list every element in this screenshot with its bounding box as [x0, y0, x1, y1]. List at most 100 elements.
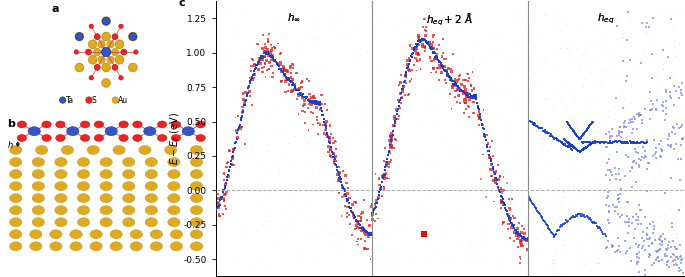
- Point: [575, 212, 586, 217]
- Point: [353, 220, 364, 225]
- Circle shape: [42, 121, 51, 128]
- Point: [586, 120, 597, 125]
- Point: [381, 171, 392, 176]
- Point: [667, 244, 678, 248]
- Point: [269, 66, 280, 71]
- Point: [299, 94, 310, 99]
- Point: [586, 219, 597, 224]
- Point: [653, 174, 664, 178]
- Circle shape: [123, 194, 135, 203]
- Point: [414, 40, 425, 44]
- Point: [213, 201, 224, 205]
- Point: [485, 173, 496, 178]
- Point: [504, 236, 515, 240]
- Point: [482, 142, 493, 146]
- Point: [633, 69, 644, 73]
- Point: [361, 230, 372, 234]
- Point: [510, 230, 521, 235]
- Point: [582, 126, 593, 130]
- Point: [631, 161, 642, 166]
- Point: [545, 218, 556, 222]
- Point: [573, 66, 584, 71]
- Point: [630, 227, 640, 231]
- Point: [616, 135, 627, 139]
- Circle shape: [112, 65, 118, 70]
- Point: [319, 131, 329, 136]
- Point: [293, 88, 304, 93]
- Point: [263, 53, 274, 57]
- Point: [646, 99, 657, 103]
- Point: [367, 210, 378, 214]
- Point: [551, 198, 562, 202]
- Circle shape: [150, 242, 162, 251]
- Point: [337, 185, 348, 189]
- Point: [282, 141, 293, 145]
- Point: [345, 222, 356, 226]
- Circle shape: [144, 127, 156, 136]
- Point: [623, 248, 634, 252]
- Point: [385, 139, 396, 143]
- Point: [304, 37, 315, 42]
- Point: [486, 171, 497, 175]
- Circle shape: [107, 41, 114, 48]
- Point: [352, 237, 363, 242]
- Point: [479, 131, 490, 136]
- Point: [249, 73, 260, 77]
- Point: [576, 148, 587, 153]
- Point: [218, 121, 229, 125]
- Point: [616, 35, 627, 40]
- Point: [675, 125, 685, 129]
- Point: [638, 238, 649, 243]
- Point: [315, 161, 326, 165]
- Point: [236, 116, 247, 120]
- Point: [540, 263, 551, 267]
- Point: [456, 47, 467, 52]
- Point: [459, 196, 470, 201]
- Point: [634, 268, 645, 272]
- Point: [522, 235, 533, 240]
- Point: [348, 222, 359, 227]
- Circle shape: [145, 158, 158, 166]
- Point: [301, 95, 312, 99]
- Point: [423, 205, 434, 210]
- Point: [284, 66, 295, 71]
- Point: [674, 243, 685, 247]
- Point: [462, 91, 473, 95]
- Point: [513, 60, 524, 64]
- Point: [631, 242, 642, 246]
- Point: [566, 144, 577, 148]
- Point: [538, 226, 549, 230]
- Point: [505, 208, 516, 212]
- Point: [615, 162, 626, 167]
- Point: [262, 148, 273, 153]
- Point: [584, 125, 595, 129]
- Point: [234, 125, 245, 129]
- Point: [279, 68, 290, 73]
- Point: [387, 223, 398, 227]
- Point: [430, 57, 441, 61]
- Point: [675, 87, 685, 92]
- Point: [651, 146, 662, 150]
- Point: [296, 93, 307, 97]
- Circle shape: [10, 242, 22, 251]
- Point: [623, 216, 634, 221]
- Point: [665, 206, 676, 210]
- Point: [669, 126, 680, 131]
- Point: [339, 187, 350, 191]
- Point: [502, 212, 513, 216]
- Point: [498, 175, 509, 179]
- Point: [672, 140, 683, 145]
- Point: [495, 175, 506, 179]
- Point: [569, 214, 580, 219]
- Point: [486, 168, 497, 173]
- Point: [416, 37, 427, 42]
- Point: [426, 162, 437, 166]
- Point: [568, 145, 579, 149]
- Point: [249, 69, 260, 74]
- Point: [597, 121, 608, 125]
- Point: [367, 217, 378, 222]
- Point: [429, 107, 440, 111]
- Point: [669, 84, 680, 88]
- Point: [356, 225, 366, 230]
- Point: [564, 224, 575, 229]
